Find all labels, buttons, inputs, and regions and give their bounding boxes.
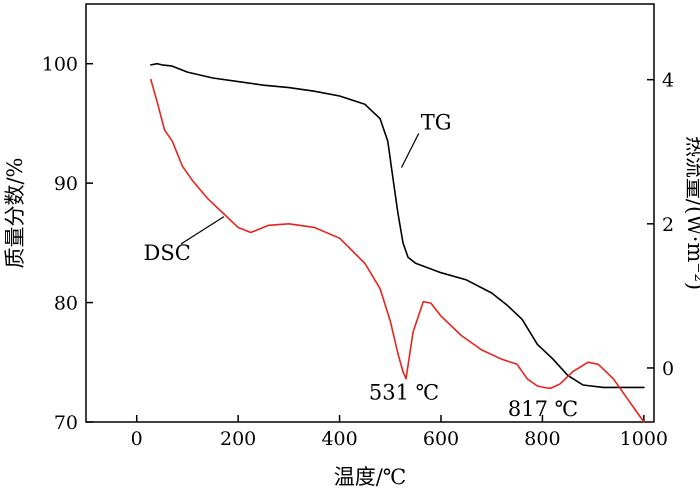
y-left-tick-label: 70 [54,412,78,434]
y-axis-right-title: 热流量/(W·m⁻²) [683,136,700,290]
y-left-tick-label: 90 [54,173,78,195]
dsc-leader-line [180,216,225,245]
x-tick-label: 1000 [620,428,668,450]
tg-label: TG [421,110,452,134]
y-right-tick-label: 4 [662,70,674,92]
x-tick-label: 600 [423,428,459,450]
y-left-tick-label: 80 [54,293,78,315]
series-line-dsc [150,78,645,423]
y-right-tick-label: 2 [662,214,674,236]
series-layer [150,62,645,423]
peak-label-531: 531 ℃ [369,381,439,405]
y-left-tick-label: 100 [42,54,78,76]
peak-label-817: 817 ℃ [508,397,578,421]
dsc-label: DSC [143,241,190,265]
series-line-tg [150,62,645,389]
plot-frame [85,3,655,423]
x-tick-label: 0 [131,428,143,450]
y-right-tick-label: 0 [662,358,674,380]
x-tick-label: 400 [321,428,357,450]
x-tick-label: 200 [220,428,256,450]
annotations-layer: TG DSC 531 ℃ 817 ℃ [143,110,578,421]
y-axis-left-title: 质量分数/% [3,157,27,268]
tg-leader-line [400,133,420,168]
x-tick-label: 800 [524,428,560,450]
x-axis-title: 温度/℃ [334,465,407,489]
